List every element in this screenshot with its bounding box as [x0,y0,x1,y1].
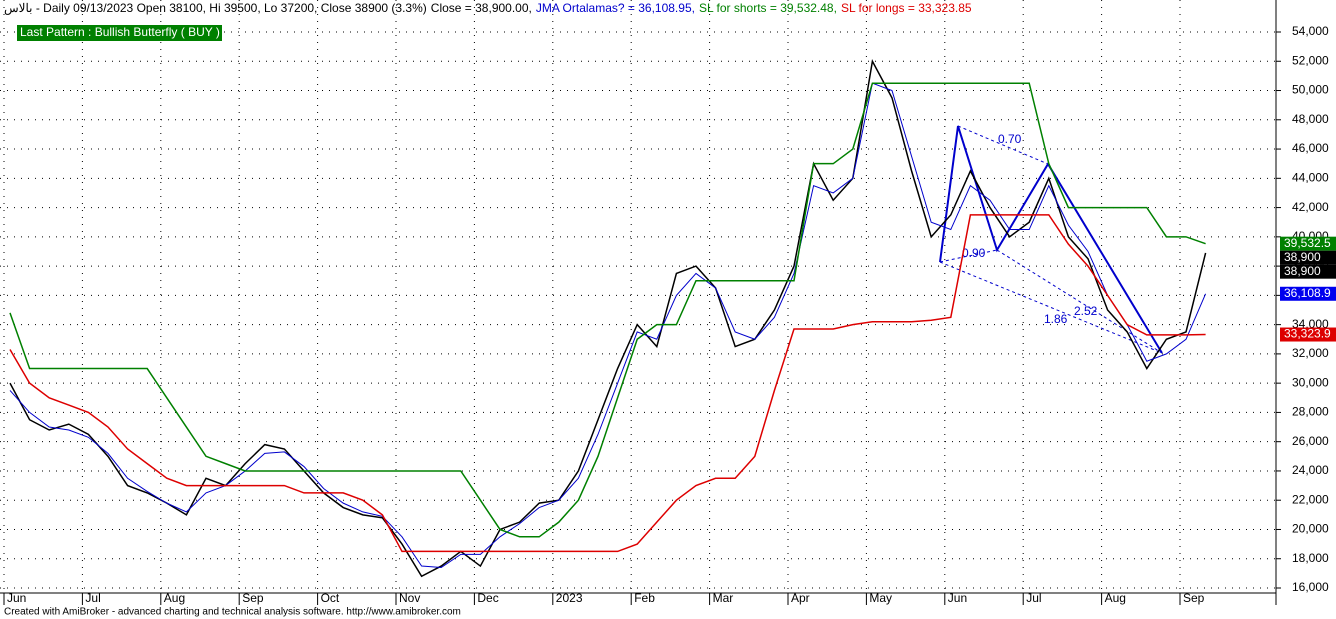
pattern-ratio-line [957,125,1049,165]
x-tick-label: Jun [7,591,26,605]
y-tick-label: 22,000 [1292,492,1329,506]
pattern-badge [17,25,222,41]
price-tag [1280,264,1336,279]
pattern-ratio: 0.70 [998,132,1022,146]
price-tag-label: 33,323.9 [1284,327,1331,341]
pattern-ratio: 1.86 [1044,312,1068,326]
y-tick-label: 48,000 [1292,112,1329,126]
y-tick-label: 42,000 [1292,200,1329,214]
x-tick-label: Sep [1183,591,1205,605]
y-tick-label: 24,000 [1292,463,1329,477]
price-tag-label: 39,532.5 [1284,236,1331,250]
x-tick-label: Sep [242,591,264,605]
x-tick-label: Jun [948,591,967,605]
header: بالاس - Daily 09/13/2023 Open 38100, Hi … [4,1,972,15]
pattern [939,125,1163,354]
pattern-ratio: 2.52 [1074,304,1098,318]
pattern-ratio-line [939,249,998,263]
header-series: Close = 38,900.00, [431,1,532,15]
y-tick-label: 32,000 [1292,346,1329,360]
plot [9,58,1207,578]
x-tick-label: Jul [85,591,100,605]
header-series: JMA Ortalamas? = 36,108.95, [536,1,695,15]
x-tick-label: Feb [634,591,655,605]
price-tag [1280,236,1336,251]
y-tick-label: 20,000 [1292,522,1329,536]
series-line [9,214,1206,553]
series-line [9,82,1206,538]
pattern-ratio-line [996,249,1163,354]
y-tick-label: 52,000 [1292,53,1329,67]
y-tick-label: 50,000 [1292,83,1329,97]
y-tick-label: 16,000 [1292,580,1329,594]
x-tick-label: Aug [1105,591,1126,605]
price-tag-label: 38,900 [1284,264,1321,278]
pattern-ratio-line [939,261,1163,354]
pattern-ratio: 0.90 [962,246,986,260]
y-tick-label: 18,000 [1292,551,1329,565]
y-tick-label: 30,000 [1292,375,1329,389]
x-tick-label: Jul [1026,591,1041,605]
x-tick-label: Oct [321,591,340,605]
x-tick-label: Aug [164,591,185,605]
x-tick-label: 2023 [556,591,583,605]
x-tick-label: Apr [791,591,810,605]
price-tag [1280,327,1336,342]
price-tag-label: 38,900 [1284,250,1321,264]
y-tick-label: 54,000 [1292,24,1329,38]
y-tick-label: 44,000 [1292,170,1329,184]
footer: Created with AmiBroker - advanced charti… [4,607,461,618]
y-tick-label: 46,000 [1292,141,1329,155]
series-line [9,82,1207,569]
x-tick-label: Nov [399,591,420,605]
x-tick-label: May [869,591,892,605]
y-tick-label: 26,000 [1292,434,1329,448]
price-tag [1280,286,1336,301]
y-tick-label: 28,000 [1292,405,1329,419]
header-series: SL for shorts = 39,532.48, [699,1,837,15]
header-info: بالاس - Daily 09/13/2023 Open 38100, Hi … [4,1,427,15]
header-series: SL for longs = 33,323.85 [841,1,972,15]
y-tick-label: 34,000 [1292,317,1329,331]
x-tick-label: Dec [477,591,498,605]
x-tick-label: Mar [713,591,734,605]
series-line [9,58,1207,578]
price-tag-label: 36,108.9 [1284,286,1331,300]
price-tag [1280,250,1336,265]
pattern-title: Last Pattern : Bullish Butterfly ( BUY ) [20,25,220,39]
